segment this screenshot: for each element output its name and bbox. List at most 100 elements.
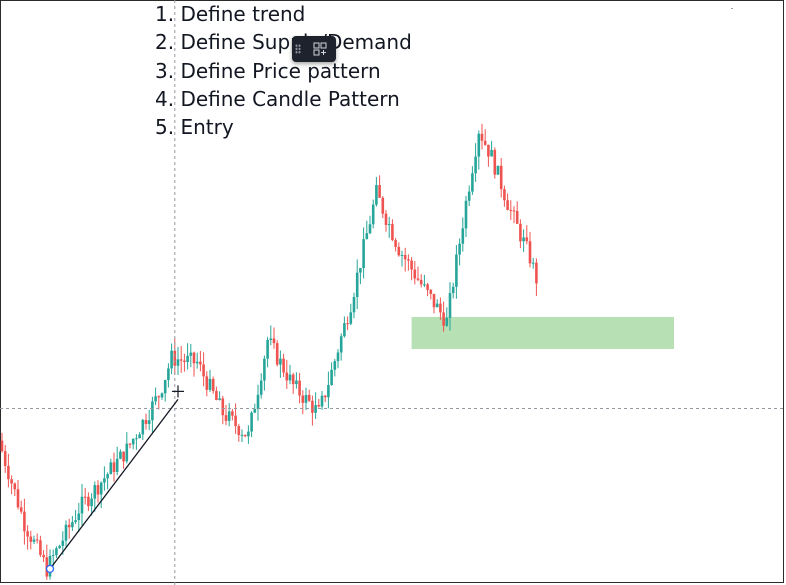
- candle-body: [157, 396, 161, 398]
- step-3: 3. Define Price pattern: [155, 58, 381, 83]
- candle-body: [368, 224, 372, 234]
- candle-body: [64, 524, 68, 541]
- candle-body: [407, 259, 410, 261]
- candle-body: [279, 358, 282, 365]
- candle-body: [131, 438, 135, 445]
- demand-zone[interactable]: [411, 316, 674, 349]
- candle-body: [160, 393, 164, 398]
- candle-body: [250, 412, 253, 432]
- candle-body: [282, 358, 285, 373]
- candle-body: [467, 191, 471, 201]
- candle-body: [464, 200, 468, 229]
- trend-line[interactable]: [49, 398, 179, 570]
- candle-body: [285, 372, 289, 381]
- candle-body: [96, 485, 100, 495]
- candle-body: [311, 400, 314, 413]
- candle-body: [186, 355, 189, 362]
- candle-body: [352, 297, 356, 313]
- candle-body: [371, 204, 375, 225]
- candle-body: [327, 385, 330, 398]
- candle-body: [448, 293, 452, 318]
- candle-body: [365, 233, 369, 240]
- candle-body: [458, 243, 461, 255]
- candle-body: [525, 237, 529, 242]
- candle-body: [221, 398, 225, 416]
- candle-body: [346, 323, 349, 325]
- step-2: 2. Define Supply/Demand: [155, 30, 412, 55]
- candle-body: [391, 224, 394, 241]
- candle-body: [154, 396, 157, 402]
- candle-body: [67, 524, 71, 528]
- candle-body: [423, 284, 426, 286]
- candle-body: [416, 278, 420, 280]
- candle-body: [496, 165, 500, 175]
- candle-body: [330, 369, 333, 386]
- candle-body: [269, 338, 273, 340]
- candle-body: [151, 401, 154, 421]
- candle-body: [359, 268, 362, 273]
- candle-body: [13, 483, 17, 490]
- candle-body: [32, 539, 36, 542]
- candle-body: [19, 507, 23, 512]
- candle-body: [112, 462, 116, 472]
- candle-body: [119, 451, 122, 459]
- candle-body: [397, 246, 401, 256]
- floating-toolbar[interactable]: [292, 36, 336, 62]
- candle-body: [234, 415, 237, 427]
- candle-body: [298, 380, 301, 396]
- candle-body: [304, 394, 308, 403]
- candle-body: [263, 358, 266, 381]
- candle-body: [106, 474, 109, 479]
- drag-handle-icon[interactable]: [292, 36, 304, 62]
- candle-body: [93, 485, 97, 499]
- candle-body: [336, 352, 340, 362]
- candle-body: [16, 489, 20, 508]
- candle-body: [266, 339, 269, 359]
- candle-body: [413, 269, 417, 279]
- candle-body: [83, 496, 87, 498]
- candle-body: [205, 376, 209, 390]
- trend-line-anchor[interactable]: [45, 564, 55, 573]
- candle-body: [272, 338, 276, 344]
- candle-body: [317, 405, 321, 407]
- candle-body: [208, 378, 212, 390]
- candle-body: [128, 443, 132, 445]
- candle-body: [192, 352, 196, 364]
- candle-body: [231, 411, 234, 416]
- candle-body: [77, 513, 81, 521]
- step-4: 4. Define Candle Pattern: [155, 86, 400, 111]
- candle-body: [314, 405, 317, 413]
- candle-body: [435, 303, 439, 308]
- candle-body: [503, 189, 506, 201]
- candle-body: [384, 213, 388, 225]
- candle-body: [176, 359, 180, 366]
- candle-body: [477, 133, 481, 157]
- candle-body: [445, 317, 449, 326]
- candle-body: [115, 458, 119, 472]
- step-1: 1. Define trend: [155, 2, 306, 26]
- candle-body: [519, 223, 522, 242]
- candle-body: [58, 545, 61, 549]
- step-5: 5. Entry: [155, 115, 234, 140]
- candle-body: [141, 420, 145, 435]
- candle-body: [227, 411, 231, 421]
- candle-body: [195, 361, 199, 364]
- candle-body: [35, 539, 39, 541]
- candle-body: [189, 352, 193, 356]
- candle-body: [61, 540, 65, 546]
- candle-body: [0, 440, 4, 452]
- candle-body: [163, 380, 167, 394]
- candle-body: [403, 254, 407, 260]
- candle-body: [493, 149, 497, 175]
- candle-body: [103, 478, 106, 483]
- candle-body: [224, 415, 228, 421]
- object-tree-icon[interactable]: [304, 36, 336, 62]
- candle-body: [243, 434, 247, 437]
- candle-body: [74, 520, 77, 523]
- candle-body: [499, 165, 503, 190]
- candle-body: [528, 241, 532, 264]
- candle-body: [135, 438, 138, 440]
- candle-body: [439, 303, 442, 313]
